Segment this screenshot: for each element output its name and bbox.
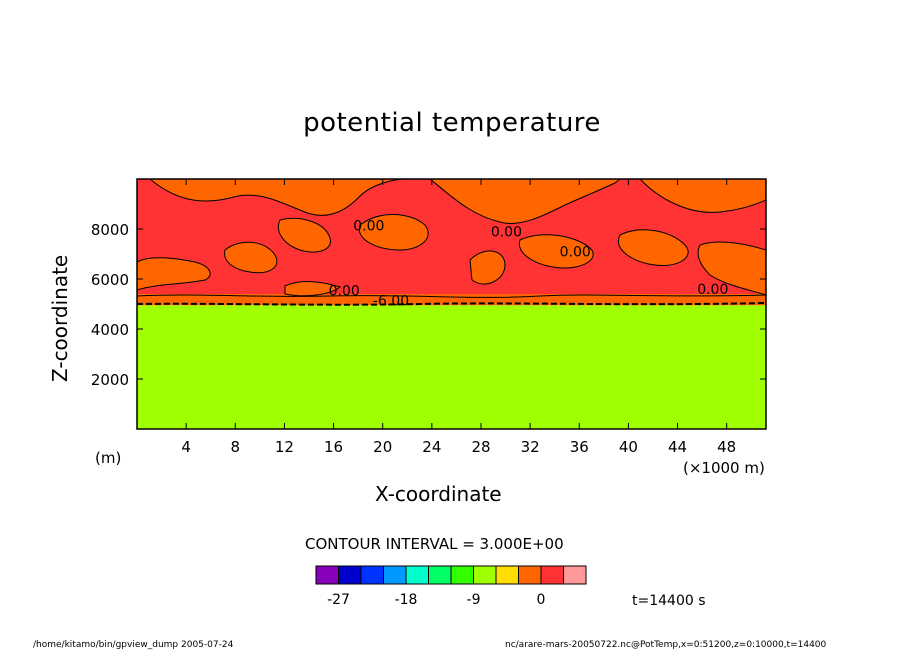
y-tick-label-1: 4000 — [91, 321, 129, 339]
x-tick-label-6: 28 — [471, 438, 490, 456]
footer-left: /home/kitamo/bin/gpview_dump 2005-07-24 — [33, 640, 234, 650]
contour-patch-1 — [429, 179, 621, 224]
colorbar-cell-4 — [405, 565, 429, 585]
contour-label-5: 0.00 — [697, 282, 728, 298]
colorbar-cell-9 — [518, 565, 542, 585]
contour-patch-5 — [277, 217, 331, 253]
colorbar-cell-0 — [315, 565, 339, 585]
y-tick-label-2: 6000 — [91, 271, 129, 289]
x-axis-unit: (×1000 m) — [683, 459, 765, 477]
contour-patch-0 — [149, 179, 406, 216]
colorbar-cell-10 — [540, 565, 564, 585]
contour-label-2: 0.00 — [560, 245, 591, 261]
contour-patch-8 — [518, 234, 594, 269]
x-tick-label-7: 32 — [521, 438, 540, 456]
y-axis-label: Z-coordinate — [48, 254, 72, 382]
contour-patch-9 — [617, 229, 689, 266]
contour-patch-7 — [469, 250, 506, 285]
contour-patch-10 — [697, 241, 766, 296]
footer-right: nc/arare-mars-20050722.nc@PotTemp,x=0:51… — [505, 640, 827, 650]
contour-patch-4 — [224, 241, 278, 274]
x-tick-label-11: 48 — [717, 438, 736, 456]
colorbar-cell-8 — [495, 565, 519, 585]
colorbar-cell-11 — [563, 565, 587, 585]
contour-interval-label: CONTOUR INTERVAL = 3.000E+00 — [305, 535, 564, 553]
colorbar-cell-6 — [450, 565, 474, 585]
contour-patch-6 — [358, 214, 429, 251]
plot-frame — [136, 178, 767, 430]
contour-patch-2 — [639, 179, 766, 213]
contour-label-1: 0.00 — [491, 225, 522, 241]
x-tick-label-9: 40 — [619, 438, 638, 456]
heatmap-layer-1 — [137, 294, 766, 306]
contour-label-3: 0.00 — [329, 283, 360, 299]
y-tick-label-3: 8000 — [91, 221, 129, 239]
x-tick-label-10: 44 — [668, 438, 687, 456]
x-tick-label-3: 16 — [324, 438, 343, 456]
x-tick-label-4: 20 — [373, 438, 392, 456]
contour-line-zero — [136, 294, 767, 298]
contour-label-0: 0.00 — [353, 218, 384, 234]
y-axis-unit: (m) — [95, 449, 122, 467]
colorbar-tick-label-0: -27 — [327, 592, 350, 608]
x-tick-label-2: 12 — [275, 438, 294, 456]
colorbar-cell-5 — [428, 565, 452, 585]
colorbar-cell-2 — [360, 565, 384, 585]
contour-label-4: -6.00 — [373, 293, 409, 309]
colorbar-tick-label-2: -9 — [467, 592, 481, 608]
contour-patch-3 — [137, 257, 211, 291]
x-tick-label-5: 24 — [422, 438, 441, 456]
colorbar-cell-7 — [473, 565, 497, 585]
chart-title: potential temperature — [303, 108, 601, 138]
colorbar-tick-label-1: -18 — [395, 592, 418, 608]
x-tick-label-0: 4 — [181, 438, 191, 456]
colorbar-tick-label-3: 0 — [537, 592, 546, 608]
x-tick-label-1: 8 — [231, 438, 241, 456]
colorbar-cell-1 — [338, 565, 362, 585]
contour-line-neg6 — [136, 302, 767, 306]
colorbar-cell-3 — [383, 565, 407, 585]
y-tick-label-0: 2000 — [91, 371, 129, 389]
x-axis-label: X-coordinate — [375, 482, 502, 506]
time-label: t=14400 s — [632, 593, 706, 609]
contour-patch-11 — [284, 281, 342, 297]
x-tick-label-8: 36 — [570, 438, 589, 456]
heatmap-layer-0 — [137, 305, 766, 429]
